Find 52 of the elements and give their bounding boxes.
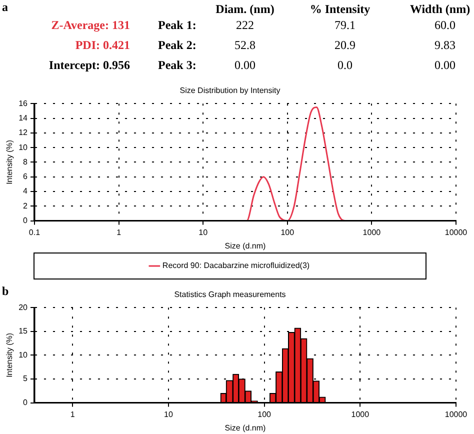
x-tick-label: 100 bbox=[258, 410, 272, 419]
text: Width (nm) bbox=[410, 2, 470, 16]
text: 52.8 bbox=[234, 38, 256, 52]
y-tick-label: 14 bbox=[18, 113, 28, 122]
text: 222 bbox=[236, 18, 254, 32]
text: 9.83 bbox=[434, 38, 456, 52]
y-axis-title: Intensity (%) bbox=[5, 140, 14, 184]
y-tick-label: 0 bbox=[23, 398, 28, 408]
x-tick-label: 10 bbox=[164, 410, 174, 419]
y-tick-label: 5 bbox=[23, 374, 28, 384]
text: Z-Average: 131 bbox=[51, 18, 130, 32]
text: Peak 3: bbox=[158, 58, 196, 72]
text: 60.0 bbox=[434, 18, 456, 32]
y-tick-label: 4 bbox=[23, 186, 28, 196]
text: PDI: 0.421 bbox=[75, 38, 130, 52]
x-tick-label: 10000 bbox=[444, 410, 468, 419]
text: 79.1 bbox=[334, 18, 356, 32]
chart-title: Statistics Graph measurements bbox=[174, 290, 286, 300]
y-tick-label: 0 bbox=[23, 216, 28, 226]
x-axis-title: Size (d.nm) bbox=[224, 241, 266, 250]
x-tick-label: 0.1 bbox=[28, 228, 41, 237]
x-tick-label: 1 bbox=[70, 410, 76, 419]
text: Peak 1: bbox=[158, 18, 196, 32]
x-tick-label: 100 bbox=[280, 228, 295, 237]
y-tick-label: 15 bbox=[18, 326, 28, 336]
x-tick-label: 1 bbox=[116, 228, 122, 237]
text: b bbox=[2, 284, 9, 299]
text: 0.00 bbox=[434, 58, 456, 72]
y-tick-label: 8 bbox=[23, 157, 28, 166]
text: 0.0 bbox=[338, 58, 352, 72]
x-tick-label: 10 bbox=[198, 228, 208, 237]
y-tick-label: 20 bbox=[18, 302, 28, 312]
text: Peak 2: bbox=[158, 38, 196, 52]
x-axis-title: Size (d.nm) bbox=[224, 423, 266, 432]
text: Diam. (nm) bbox=[216, 2, 274, 16]
x-tick-label: 10000 bbox=[444, 228, 468, 237]
y-tick-label: 12 bbox=[18, 128, 28, 138]
text: 0.00 bbox=[234, 58, 256, 72]
legend-label: Record 90: Dacabarzine microfluidized(3) bbox=[162, 261, 310, 270]
y-tick-label: 10 bbox=[18, 350, 28, 360]
text: % Intensity bbox=[310, 2, 370, 16]
chart-title: Size Distribution by Intensity bbox=[180, 86, 280, 96]
x-tick-label: 1000 bbox=[351, 410, 370, 419]
x-tick-label: 1000 bbox=[362, 228, 382, 237]
y-tick-label: 6 bbox=[23, 172, 28, 182]
text: a bbox=[2, 0, 8, 14]
y-tick-label: 2 bbox=[23, 201, 28, 210]
text: Intercept: 0.956 bbox=[48, 58, 130, 72]
text: 20.9 bbox=[334, 38, 356, 52]
y-tick-label: 10 bbox=[18, 142, 28, 152]
y-axis-title: Intensity (%) bbox=[5, 332, 14, 378]
y-tick-label: 16 bbox=[18, 98, 28, 108]
